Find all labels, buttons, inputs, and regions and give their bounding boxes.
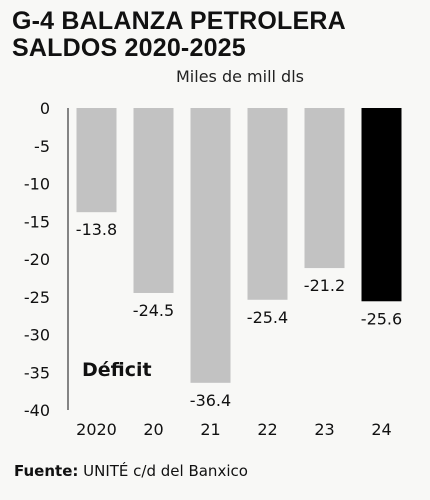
y-tick-label: -15: [24, 212, 50, 231]
bar: [133, 108, 174, 293]
deficit-annotation: Déficit: [82, 359, 152, 381]
data-label: -13.8: [76, 220, 117, 239]
source-note: Fuente: UNITÉ c/d del Banxico: [14, 462, 248, 480]
bar: [247, 108, 288, 300]
unit-label: Miles de mill dls: [176, 67, 304, 86]
y-tick-label: -30: [24, 326, 50, 345]
x-tick-label: 21: [200, 420, 220, 439]
bar: [76, 108, 117, 213]
data-label: -36.4: [190, 391, 231, 410]
x-tick-label: 2020: [76, 420, 117, 439]
data-label: -24.5: [133, 301, 174, 320]
data-label: -25.4: [247, 308, 288, 327]
y-tick-label: -20: [24, 250, 50, 269]
y-tick-label: -35: [24, 363, 50, 382]
chart-title-line-1: G-4 BALANZA PETROLERA: [12, 7, 346, 35]
y-tick-label: -10: [24, 175, 50, 194]
chart-title-line-2: SALDOS 2020-2025: [12, 34, 246, 62]
source-text: UNITÉ c/d del Banxico: [78, 462, 248, 480]
data-label: -21.2: [304, 276, 345, 295]
y-tick-label: -25: [24, 288, 50, 307]
x-tick-label: 20: [143, 420, 163, 439]
x-tick-label: 22: [257, 420, 277, 439]
source-label: Fuente:: [14, 462, 79, 480]
y-tick-label: -40: [24, 401, 50, 420]
y-tick-label: -5: [34, 137, 50, 156]
x-tick-label: 24: [371, 420, 391, 439]
x-tick-label: 23: [314, 420, 334, 439]
bar: [361, 108, 402, 302]
bar: [304, 108, 345, 269]
y-tick-label: 0: [40, 99, 50, 118]
bar: [190, 108, 231, 383]
data-label: -25.6: [361, 309, 402, 328]
chart-title: G-4 BALANZA PETROLERA SALDOS 2020-2025: [12, 8, 346, 62]
